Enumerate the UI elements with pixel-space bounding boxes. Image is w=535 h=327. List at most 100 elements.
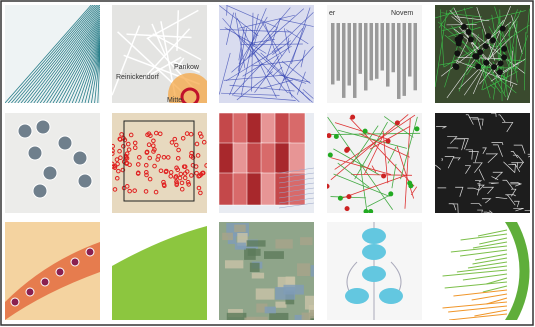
terrain	[234, 242, 246, 250]
state-node	[379, 288, 403, 304]
radial-bar	[482, 285, 508, 293]
radial-bar	[460, 249, 508, 257]
radial-bar	[456, 265, 508, 273]
flow	[242, 45, 292, 77]
street	[498, 114, 506, 123]
point	[112, 187, 118, 192]
point	[194, 170, 199, 176]
street	[485, 153, 499, 163]
region	[288, 113, 306, 146]
point	[179, 180, 185, 186]
terrain	[256, 303, 268, 313]
point	[198, 190, 203, 196]
point	[161, 182, 167, 187]
thumbnail: er Novem	[327, 5, 422, 103]
point	[150, 143, 156, 148]
point	[186, 182, 191, 187]
terrain	[249, 262, 260, 272]
point	[152, 147, 157, 152]
flow	[302, 89, 314, 99]
edge	[502, 64, 509, 100]
edge	[499, 9, 503, 102]
point	[112, 165, 118, 170]
region	[246, 172, 264, 206]
ray	[94, 50, 100, 103]
hatch	[278, 202, 314, 209]
point	[173, 142, 179, 148]
edge	[482, 71, 518, 91]
edge	[526, 8, 530, 34]
thumbnail-bg	[112, 113, 207, 213]
street	[473, 162, 483, 173]
point	[178, 171, 184, 177]
thumbnail-bg	[327, 5, 422, 103]
flow	[220, 92, 280, 96]
street	[514, 200, 520, 208]
point	[122, 137, 128, 143]
strip	[336, 23, 340, 81]
point	[112, 143, 115, 149]
ray	[91, 48, 100, 103]
strip	[386, 23, 390, 87]
node	[344, 206, 350, 212]
icon	[17, 123, 33, 139]
flow	[237, 28, 247, 76]
edge	[482, 28, 485, 43]
node	[327, 133, 332, 139]
ray	[75, 38, 100, 103]
ring	[505, 222, 530, 320]
street	[510, 188, 517, 197]
ray	[23, 6, 100, 103]
point	[118, 155, 123, 161]
terrain	[246, 240, 266, 247]
flow	[247, 7, 291, 59]
point	[153, 189, 159, 195]
point	[147, 155, 153, 161]
edge	[500, 32, 503, 37]
node	[381, 173, 387, 179]
node	[385, 138, 391, 144]
icon	[27, 145, 43, 161]
road	[117, 31, 182, 92]
flow	[291, 7, 311, 65]
dot	[482, 43, 489, 50]
flow	[282, 46, 314, 82]
ray	[81, 42, 100, 103]
road	[176, 57, 185, 68]
point	[169, 140, 175, 145]
dot	[452, 63, 459, 70]
point	[112, 148, 115, 154]
street	[510, 183, 522, 187]
terrain	[285, 276, 295, 290]
flow	[226, 12, 234, 45]
point	[135, 170, 141, 176]
street	[505, 194, 516, 197]
dot	[499, 25, 506, 32]
point	[188, 153, 194, 159]
edge	[453, 38, 469, 68]
thumbnail	[435, 222, 530, 320]
street	[436, 126, 447, 129]
point	[144, 169, 149, 175]
edge	[435, 6, 473, 19]
street	[491, 113, 497, 117]
thumbnail	[219, 222, 314, 320]
point	[158, 168, 164, 174]
ray	[52, 24, 100, 103]
ray	[30, 10, 100, 103]
radial-bar	[444, 281, 508, 289]
flow	[272, 66, 283, 76]
point	[185, 179, 191, 185]
region	[246, 142, 264, 176]
street	[465, 114, 474, 125]
link	[333, 148, 380, 176]
edge	[443, 49, 474, 68]
strip	[331, 23, 335, 85]
node	[363, 209, 369, 213]
point	[119, 132, 124, 137]
point	[165, 155, 171, 160]
point	[132, 145, 138, 151]
link	[327, 116, 394, 211]
street	[468, 151, 479, 163]
flow	[238, 14, 295, 29]
